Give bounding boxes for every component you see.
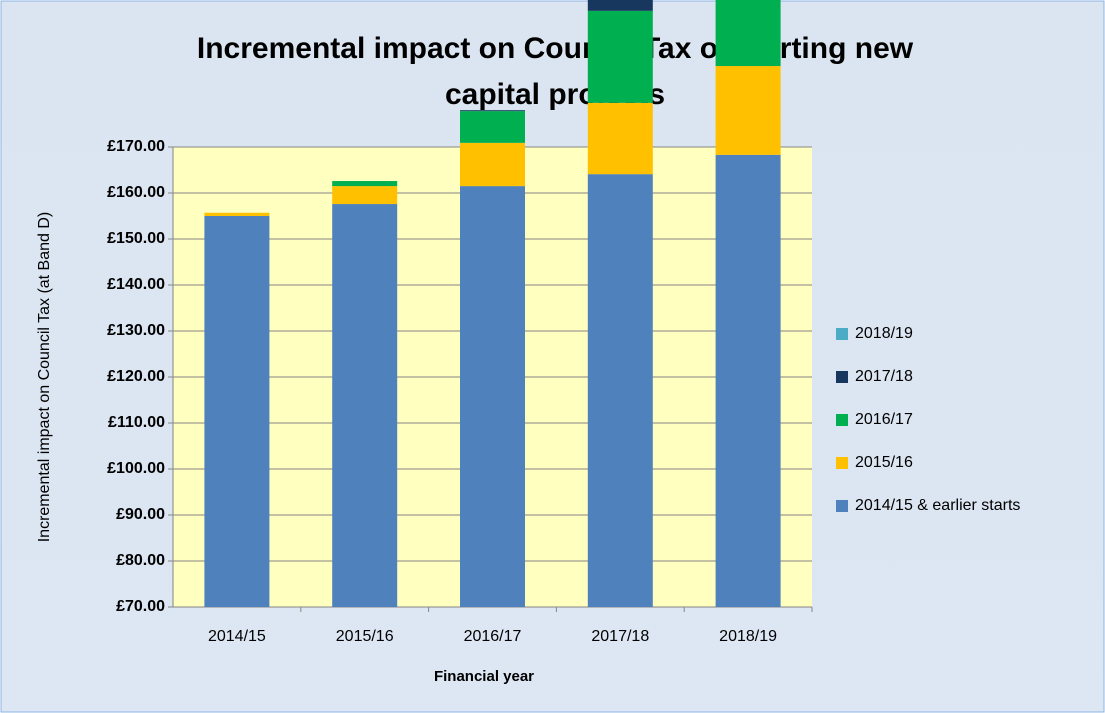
x-tick-label: 2014/15: [208, 628, 266, 645]
legend-swatch: [836, 500, 848, 512]
legend-label: 2018/19: [855, 325, 913, 342]
bar-segment: [204, 216, 270, 607]
y-tick-label: £140.00: [107, 276, 165, 293]
bar-segment: [587, 10, 653, 103]
legend-label: 2016/17: [855, 411, 913, 428]
bar-segment: [460, 142, 525, 187]
y-tick-label: £100.00: [107, 460, 165, 477]
chart-title: Incremental impact on Council Tax of sta…: [197, 32, 914, 65]
y-tick-label: £150.00: [107, 230, 165, 247]
bar-segment: [460, 186, 525, 607]
y-axis-label: Incremental impact on Council Tax (at Ba…: [36, 212, 53, 543]
bar-segment: [587, 0, 653, 11]
bar-segment: [715, 154, 781, 607]
x-tick-label: 2015/16: [336, 628, 394, 645]
legend-swatch: [836, 414, 848, 426]
y-tick-label: £80.00: [116, 552, 165, 569]
bar-segment: [332, 204, 398, 608]
bar-segment: [204, 212, 270, 216]
legend-swatch: [836, 371, 848, 383]
x-tick-label: 2018/19: [719, 628, 777, 645]
bar-segment: [332, 186, 398, 205]
legend-label: 2014/15 & earlier starts: [855, 497, 1020, 514]
legend-label: 2017/18: [855, 368, 913, 385]
bar-segment: [460, 110, 525, 112]
bar-segment: [715, 0, 781, 67]
y-tick-label: £70.00: [116, 598, 165, 615]
bar-segment: [587, 102, 653, 175]
y-tick-label: £170.00: [107, 138, 165, 155]
bar-segment: [332, 181, 398, 187]
x-tick-label: 2016/17: [464, 628, 522, 645]
x-tick-label: 2017/18: [591, 628, 649, 645]
bar-segment: [460, 111, 525, 143]
bar-segment: [587, 174, 653, 607]
legend-swatch: [836, 328, 848, 340]
y-tick-label: £110.00: [108, 414, 165, 431]
legend-label: 2015/16: [855, 454, 913, 471]
x-axis-label: Financial year: [434, 668, 534, 685]
legend-swatch: [836, 457, 848, 469]
y-tick-label: £120.00: [107, 368, 165, 385]
y-tick-label: £160.00: [107, 184, 165, 201]
y-tick-label: £130.00: [107, 322, 165, 339]
y-tick-label: £90.00: [116, 506, 165, 523]
bar-segment: [715, 66, 781, 155]
